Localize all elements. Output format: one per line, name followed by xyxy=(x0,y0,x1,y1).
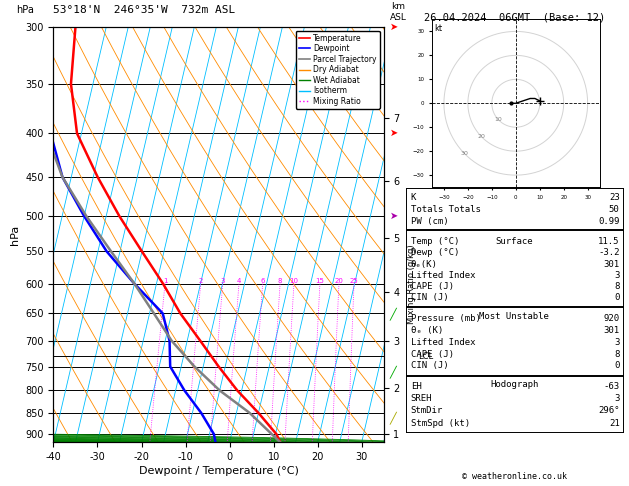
Text: 26.04.2024  06GMT  (Base: 12): 26.04.2024 06GMT (Base: 12) xyxy=(423,12,605,22)
Text: © weatheronline.co.uk: © weatheronline.co.uk xyxy=(462,472,567,481)
Text: ➤: ➤ xyxy=(390,211,398,221)
Text: 20: 20 xyxy=(335,278,343,284)
Text: km
ASL: km ASL xyxy=(390,2,407,22)
X-axis label: Dewpoint / Temperature (°C): Dewpoint / Temperature (°C) xyxy=(138,466,299,476)
Text: 2: 2 xyxy=(199,278,203,284)
Text: 50: 50 xyxy=(609,205,620,214)
Text: 11.5: 11.5 xyxy=(598,238,620,246)
Text: 3: 3 xyxy=(221,278,225,284)
Text: 20: 20 xyxy=(477,134,485,139)
Text: -3.2: -3.2 xyxy=(598,248,620,258)
Text: ➤: ➤ xyxy=(390,128,398,139)
Text: Lifted Index: Lifted Index xyxy=(411,271,476,279)
Text: PW (cm): PW (cm) xyxy=(411,217,448,226)
Text: 21: 21 xyxy=(609,418,620,428)
Text: Lifted Index: Lifted Index xyxy=(411,338,476,347)
Text: 6: 6 xyxy=(260,278,265,284)
Text: 8: 8 xyxy=(614,349,620,359)
Text: 15: 15 xyxy=(316,278,325,284)
Text: hPa: hPa xyxy=(16,4,33,15)
Text: 8: 8 xyxy=(614,281,620,291)
Text: 0.99: 0.99 xyxy=(598,217,620,226)
Text: 1: 1 xyxy=(163,278,167,284)
Text: Surface: Surface xyxy=(496,237,533,246)
Text: Mixing Ratio (g/kg): Mixing Ratio (g/kg) xyxy=(408,244,416,324)
Text: 53°18'N  246°35'W  732m ASL: 53°18'N 246°35'W 732m ASL xyxy=(53,4,236,15)
Text: Most Unstable: Most Unstable xyxy=(479,312,549,321)
Text: 10: 10 xyxy=(289,278,298,284)
Text: CAPE (J): CAPE (J) xyxy=(411,349,454,359)
Text: kt: kt xyxy=(435,24,442,33)
Text: 0: 0 xyxy=(614,293,620,302)
Text: CAPE (J): CAPE (J) xyxy=(411,281,454,291)
Text: Hodograph: Hodograph xyxy=(490,380,538,389)
Text: 3: 3 xyxy=(614,271,620,279)
Text: 25: 25 xyxy=(350,278,359,284)
Text: ╱: ╱ xyxy=(390,411,397,424)
Text: ➤: ➤ xyxy=(390,22,398,32)
Text: LCL: LCL xyxy=(418,352,433,361)
Legend: Temperature, Dewpoint, Parcel Trajectory, Dry Adiabat, Wet Adiabat, Isotherm, Mi: Temperature, Dewpoint, Parcel Trajectory… xyxy=(296,31,380,109)
Text: 10: 10 xyxy=(494,117,503,122)
Text: 8: 8 xyxy=(278,278,282,284)
Text: Totals Totals: Totals Totals xyxy=(411,205,481,214)
Text: SREH: SREH xyxy=(411,394,432,403)
Y-axis label: hPa: hPa xyxy=(9,225,19,244)
Text: Pressure (mb): Pressure (mb) xyxy=(411,313,481,323)
Text: 30: 30 xyxy=(460,151,468,156)
Text: -63: -63 xyxy=(603,382,620,391)
Text: 920: 920 xyxy=(603,313,620,323)
Text: 301: 301 xyxy=(603,260,620,268)
Text: 4: 4 xyxy=(237,278,241,284)
Text: EH: EH xyxy=(411,382,421,391)
Text: ╱: ╱ xyxy=(390,365,397,378)
Text: 3: 3 xyxy=(614,394,620,403)
Text: θₑ(K): θₑ(K) xyxy=(411,260,438,268)
Text: K: K xyxy=(411,193,416,202)
Text: StmSpd (kt): StmSpd (kt) xyxy=(411,418,470,428)
Text: 23: 23 xyxy=(609,193,620,202)
Text: StmDir: StmDir xyxy=(411,406,443,416)
Text: Temp (°C): Temp (°C) xyxy=(411,238,459,246)
Text: 3: 3 xyxy=(614,338,620,347)
Text: Dewp (°C): Dewp (°C) xyxy=(411,248,459,258)
Text: CIN (J): CIN (J) xyxy=(411,362,448,370)
Text: 0: 0 xyxy=(614,362,620,370)
Text: ╱: ╱ xyxy=(390,307,397,320)
Text: θₑ (K): θₑ (K) xyxy=(411,326,443,334)
Text: 301: 301 xyxy=(603,326,620,334)
Text: 296°: 296° xyxy=(598,406,620,416)
Text: CIN (J): CIN (J) xyxy=(411,293,448,302)
